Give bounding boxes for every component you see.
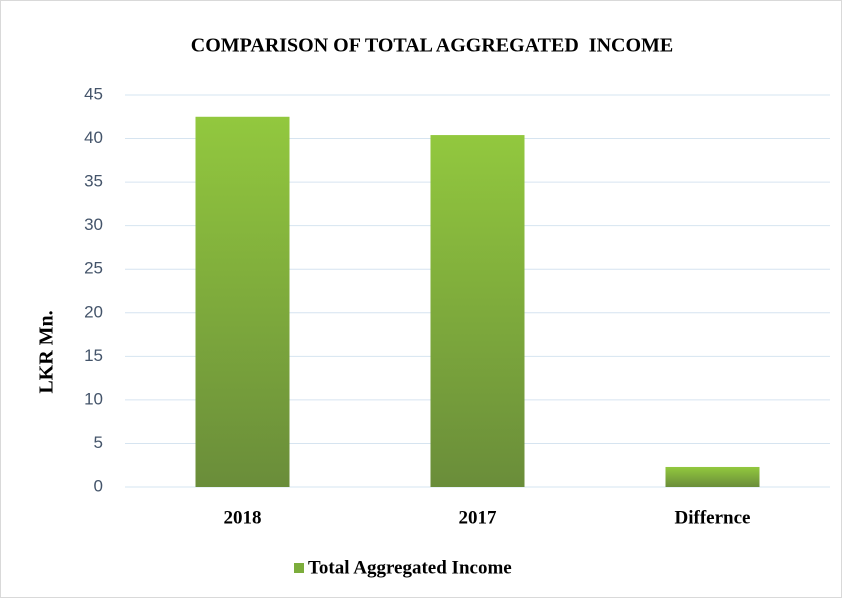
y-tick-label: 45 bbox=[84, 84, 103, 103]
y-tick-label: 40 bbox=[84, 128, 103, 147]
x-tick-label: 2018 bbox=[224, 507, 262, 528]
y-tick-label: 25 bbox=[84, 259, 103, 278]
y-tick-label: 35 bbox=[84, 172, 103, 191]
chart-title: COMPARISON OF TOTAL AGGREGATED INCOME bbox=[191, 35, 673, 57]
y-tick-label: 20 bbox=[84, 302, 103, 321]
x-tick-label: Differnce bbox=[675, 507, 751, 528]
bar bbox=[430, 135, 525, 487]
legend-marker bbox=[294, 563, 304, 573]
y-tick-label: 15 bbox=[84, 346, 103, 365]
y-tick-label: 10 bbox=[84, 389, 103, 408]
x-tick-label: 2017 bbox=[459, 507, 498, 528]
y-tick-label: 5 bbox=[94, 433, 103, 452]
bar bbox=[195, 116, 290, 488]
y-axis-label: LKR Mn. bbox=[36, 310, 58, 393]
legend-label: Total Aggregated Income bbox=[308, 557, 512, 578]
y-tick-label: 30 bbox=[84, 215, 103, 234]
y-tick-label: 0 bbox=[94, 476, 103, 495]
bar bbox=[665, 466, 760, 487]
